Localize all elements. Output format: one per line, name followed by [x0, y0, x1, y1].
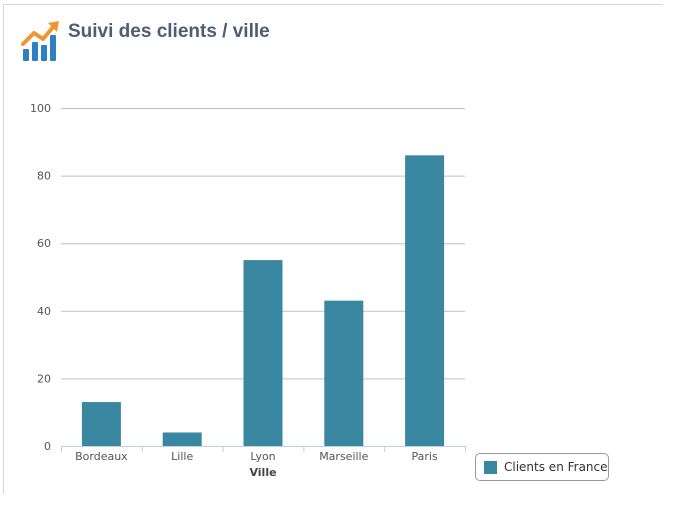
y-tick-label: 60	[37, 237, 51, 250]
legend[interactable]: Clients en France	[475, 453, 609, 481]
legend-label: Clients en France	[504, 460, 608, 474]
y-tick-label: 100	[30, 102, 51, 115]
bar	[162, 432, 202, 446]
x-tick-label: Lille	[171, 450, 193, 463]
y-tick-label: 0	[44, 440, 51, 453]
x-tick-label: Lyon	[250, 450, 275, 463]
bar	[81, 402, 121, 446]
x-tick-label: Paris	[411, 450, 437, 463]
y-tick-label: 40	[37, 305, 51, 318]
x-tick-label: Marseille	[319, 450, 368, 463]
chart-growth-icon	[21, 21, 59, 61]
y-tick-label: 20	[37, 372, 51, 385]
bar	[243, 260, 283, 446]
page-title: Suivi des clients / ville	[68, 21, 270, 42]
x-tick-label: Bordeaux	[75, 450, 128, 463]
x-axis-title: Ville	[249, 466, 276, 479]
bar	[324, 300, 364, 446]
legend-swatch	[484, 460, 497, 474]
bar	[405, 155, 445, 446]
chart-panel	[3, 4, 663, 494]
y-tick-label: 80	[37, 170, 51, 183]
